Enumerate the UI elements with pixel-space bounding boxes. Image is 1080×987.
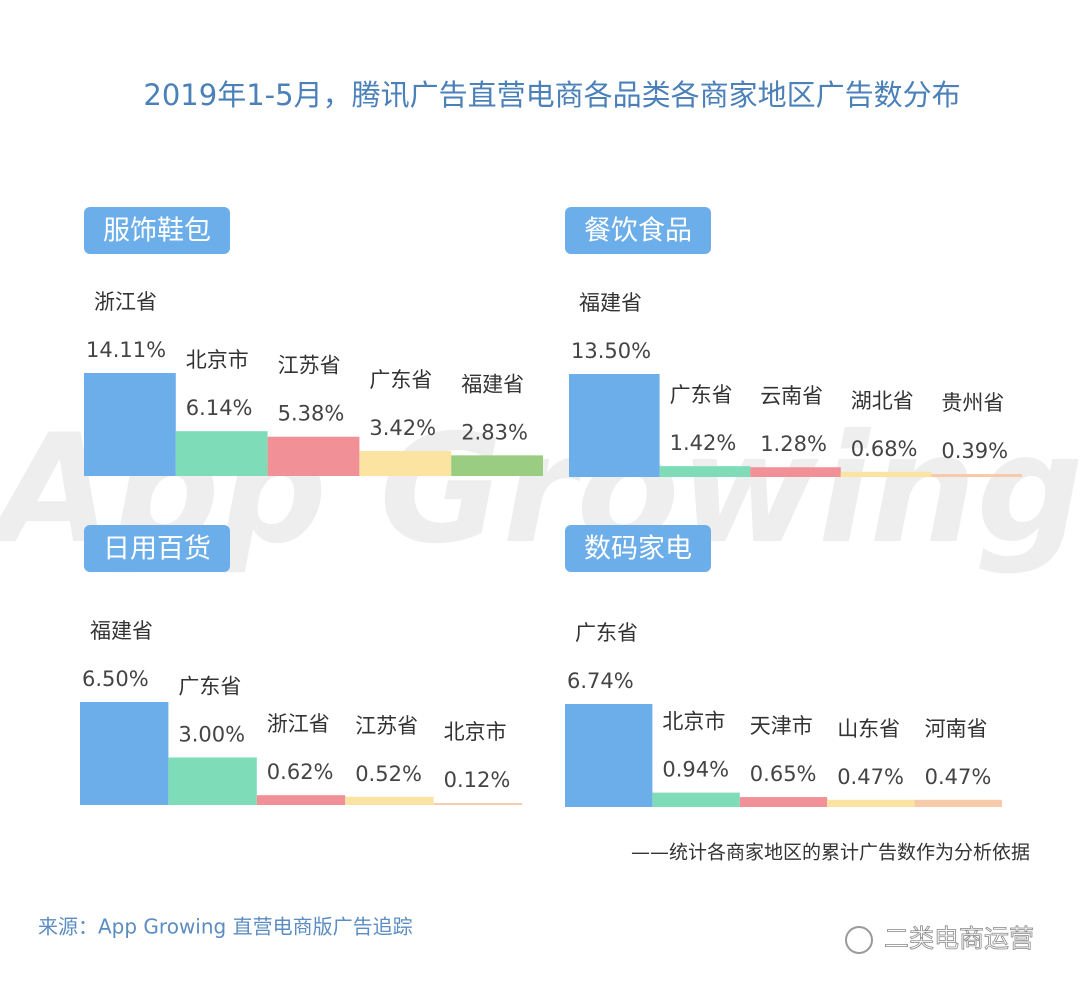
category-label: 北京市 xyxy=(186,348,249,372)
panel-title: 服饰鞋包 xyxy=(103,216,211,247)
bar xyxy=(267,436,360,476)
panel-title-pill xyxy=(565,525,711,572)
main-title: 2019年1-5月，腾讯广告直营电商各品类各商家地区广告数分布 xyxy=(143,78,960,112)
category-label: 云南省 xyxy=(760,384,823,408)
panel-title: 餐饮食品 xyxy=(584,216,692,247)
value-label: 0.68% xyxy=(851,437,918,461)
category-label: 北京市 xyxy=(444,720,507,744)
value-label: 3.42% xyxy=(369,416,436,440)
bar xyxy=(80,702,169,805)
panel-title-pill xyxy=(84,207,230,254)
value-label: 6.50% xyxy=(82,667,149,691)
category-label: 河南省 xyxy=(925,717,988,741)
value-label: 0.47% xyxy=(837,765,904,789)
value-label: 0.52% xyxy=(355,762,422,786)
category-label: 广东省 xyxy=(178,674,241,698)
bar xyxy=(739,797,828,807)
value-label: 6.14% xyxy=(186,396,253,420)
panel-title: 日用百货 xyxy=(103,534,211,565)
category-label: 广东省 xyxy=(575,621,638,645)
value-label: 0.12% xyxy=(444,768,511,792)
value-label: 13.50% xyxy=(571,339,651,363)
category-label: 贵州省 xyxy=(941,391,1004,415)
bar xyxy=(359,451,452,476)
value-label: 1.42% xyxy=(670,431,737,455)
category-label: 福建省 xyxy=(461,372,524,396)
bar xyxy=(451,455,543,476)
wechat-icon xyxy=(845,926,873,954)
value-label: 0.94% xyxy=(662,758,729,782)
bar xyxy=(840,471,932,477)
value-label: 5.38% xyxy=(278,402,345,426)
category-label: 福建省 xyxy=(90,619,153,643)
category-label: 广东省 xyxy=(670,383,733,407)
bar xyxy=(175,431,268,476)
account-watermark: 二类电商运营 xyxy=(884,924,1034,953)
bar xyxy=(652,792,740,807)
bar xyxy=(931,474,1022,477)
bar xyxy=(565,704,653,807)
category-label: 福建省 xyxy=(579,291,642,315)
bar xyxy=(433,803,522,805)
source: 来源：App Growing 直营电商版广告追踪 xyxy=(38,915,413,939)
bar xyxy=(750,467,841,477)
category-label: 北京市 xyxy=(662,710,725,734)
bar xyxy=(569,374,660,477)
bar xyxy=(827,799,915,807)
bar xyxy=(256,795,346,805)
category-label: 山东省 xyxy=(837,717,900,741)
value-label: 6.74% xyxy=(567,669,634,693)
bar xyxy=(659,466,751,477)
panel-title-pill xyxy=(565,207,711,254)
category-label: 广东省 xyxy=(369,368,432,392)
category-label: 湖北省 xyxy=(851,389,914,413)
category-label: 江苏省 xyxy=(278,354,341,378)
category-label: 浙江省 xyxy=(94,290,157,314)
bar xyxy=(84,373,176,476)
value-label: 0.47% xyxy=(925,765,992,789)
panel-title-pill xyxy=(84,525,230,572)
value-label: 0.39% xyxy=(941,439,1008,463)
value-label: 0.62% xyxy=(267,760,334,784)
bar xyxy=(914,799,1002,807)
footnote: ——统计各商家地区的累计广告数作为分析依据 xyxy=(631,842,1030,864)
value-label: 14.11% xyxy=(86,338,166,362)
category-label: 江苏省 xyxy=(355,714,418,738)
value-label: 3.00% xyxy=(178,722,245,746)
category-label: 浙江省 xyxy=(267,712,330,736)
value-label: 0.65% xyxy=(750,762,817,786)
bar xyxy=(345,796,434,805)
value-label: 2.83% xyxy=(461,420,528,444)
panel-title: 数码家电 xyxy=(584,534,692,565)
value-label: 1.28% xyxy=(760,432,827,456)
bar xyxy=(168,757,257,805)
category-label: 天津市 xyxy=(750,714,813,738)
